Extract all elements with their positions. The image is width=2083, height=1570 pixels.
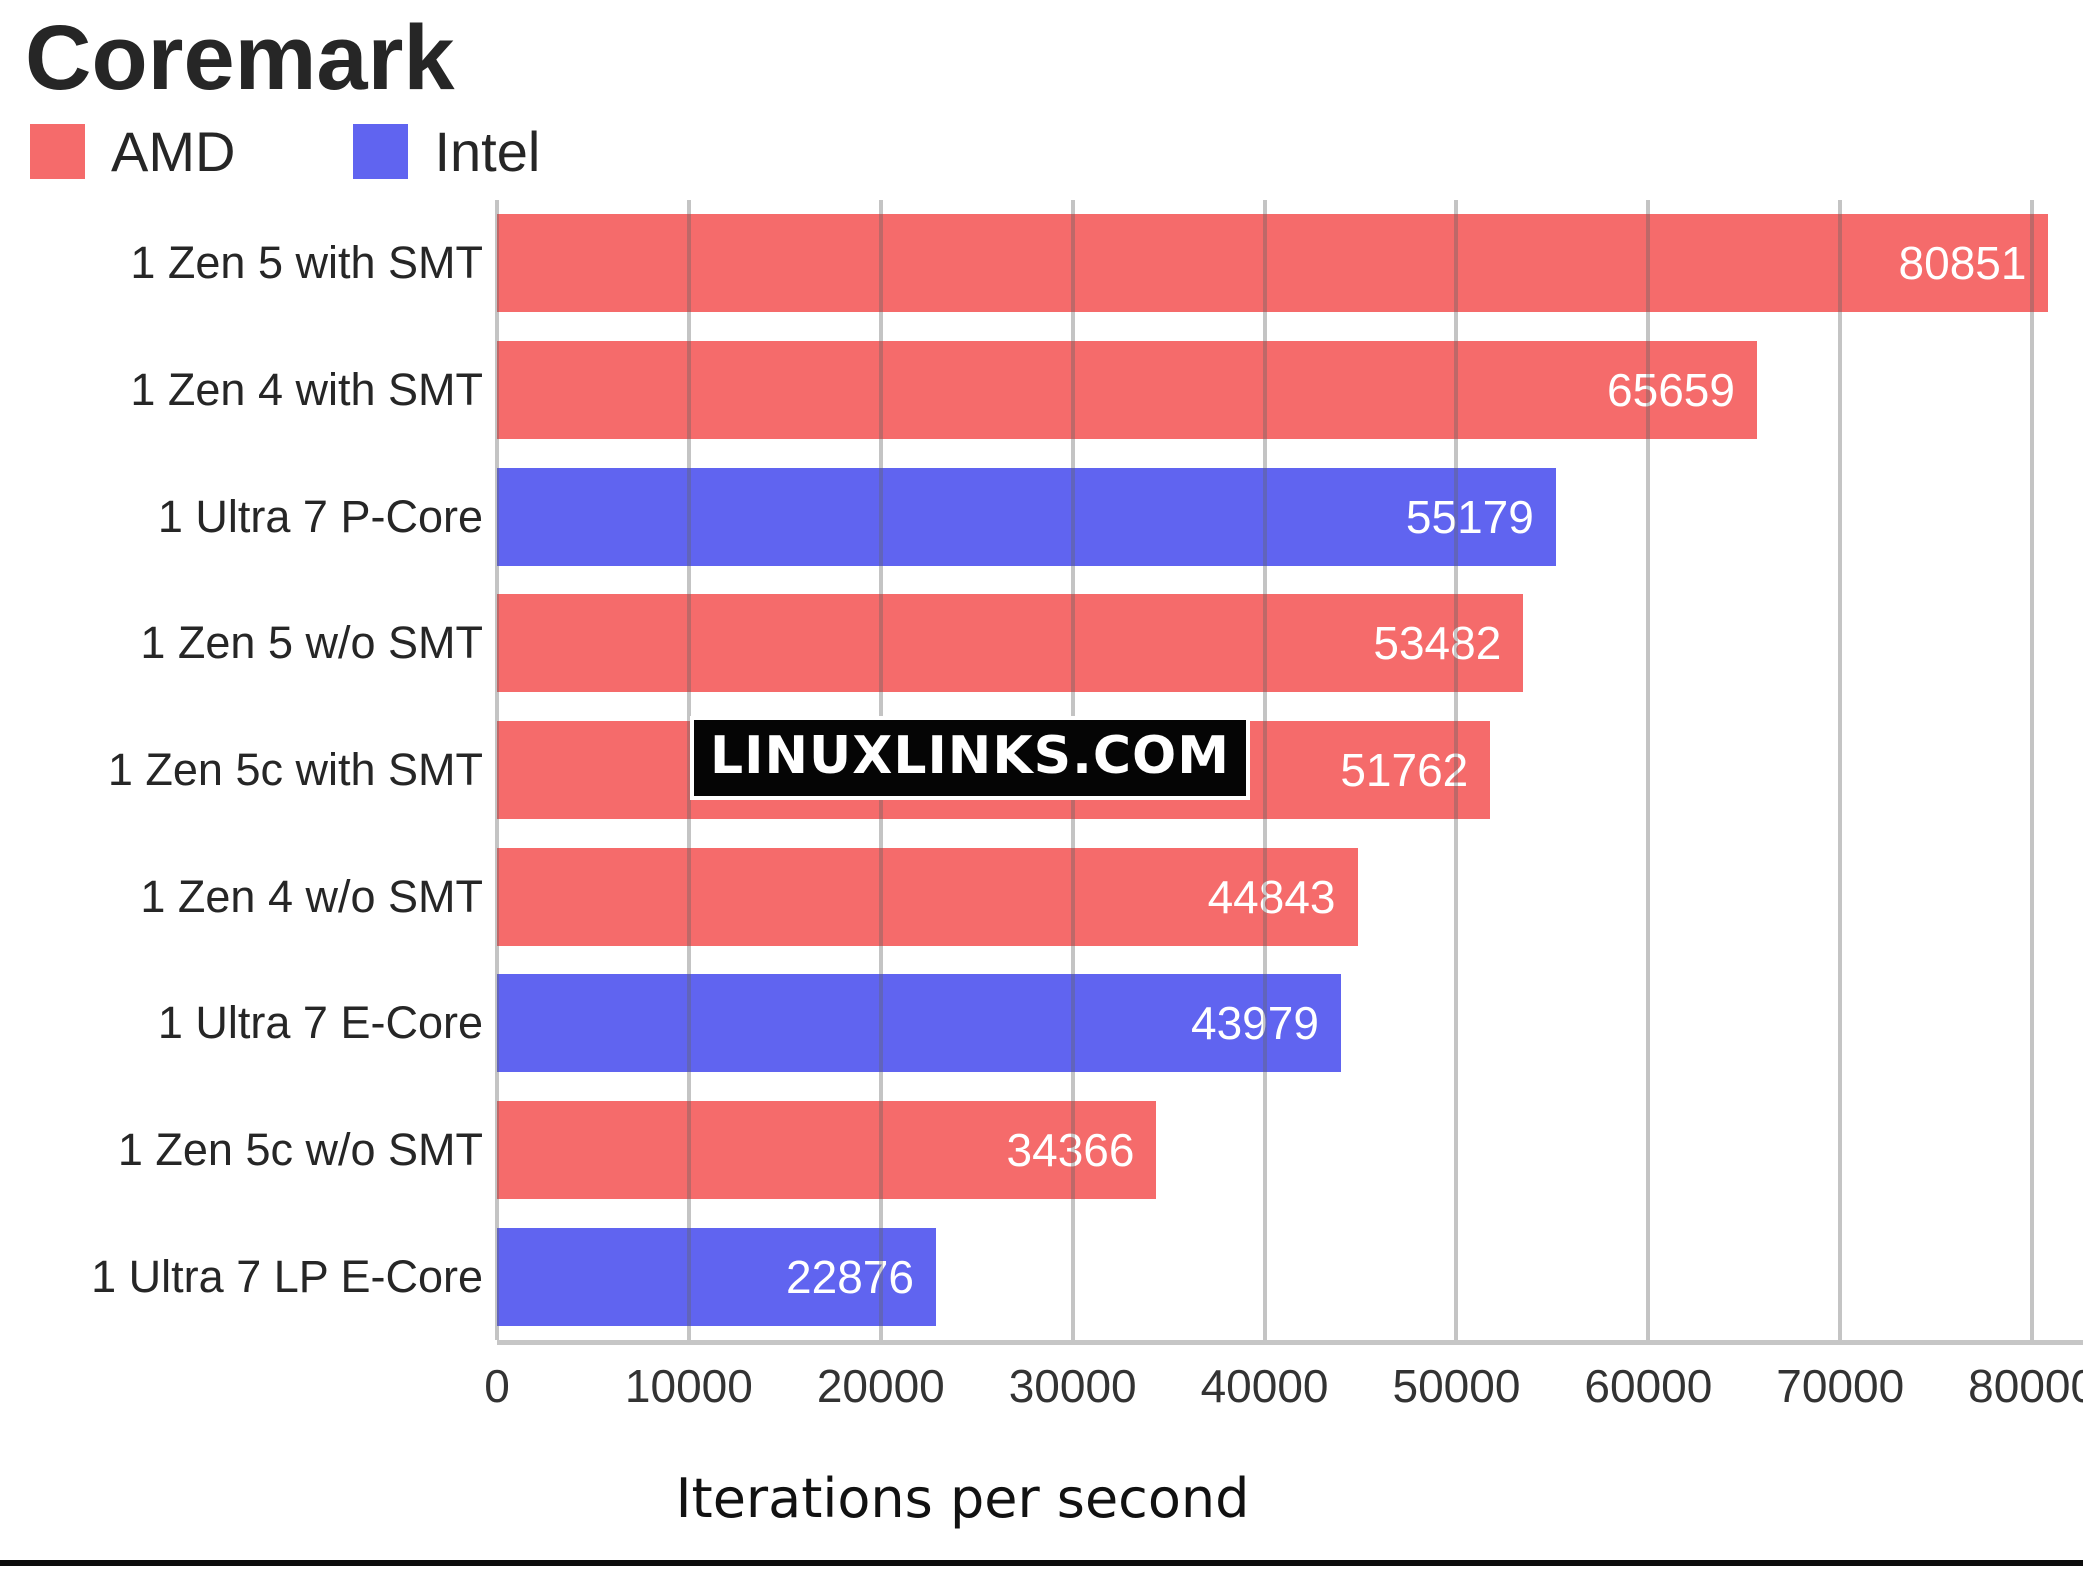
chart-title: Coremark <box>25 7 455 109</box>
intel-color-swatch <box>353 123 409 179</box>
bar: 34366 <box>497 1101 1157 1200</box>
category-label: 1 Zen 5 w/o SMT <box>140 617 483 669</box>
category-label: 1 Zen 4 w/o SMT <box>140 870 483 922</box>
bar-row: 1 Ultra 7 E-Core 43979 <box>0 960 2083 1087</box>
legend-label-amd: AMD <box>111 119 236 183</box>
tick-label-50000: 50000 <box>1392 1360 1521 1412</box>
bar-track: 44843 <box>497 847 2083 946</box>
bar-track: 43979 <box>497 974 2083 1073</box>
bar-row: 1 Ultra 7 LP E-Core 22876 <box>0 1213 2083 1340</box>
category-label: 1 Zen 5c with SMT <box>107 744 483 796</box>
tick-label-70000: 70000 <box>1776 1360 1905 1412</box>
bar-value-label: 53482 <box>1373 617 1502 670</box>
coremark-benchmark-page: Coremark AMD Intel 1 Zen 5 with SMT 8085… <box>0 12 2083 1570</box>
bar-value-label: 22876 <box>786 1250 914 1303</box>
bar-row: 1 Zen 4 with SMT 65659 <box>0 327 2083 454</box>
bar-track: 65659 <box>497 341 2083 439</box>
legend-label-intel: Intel <box>434 119 541 183</box>
category-label: 1 Ultra 7 E-Core <box>157 997 483 1049</box>
bar-row: 1 Zen 5 w/o SMT 53482 <box>0 580 2083 707</box>
category-label: 1 Ultra 7 LP E-Core <box>91 1250 483 1302</box>
bar-row: 1 Zen 5c w/o SMT 34366 <box>0 1087 2083 1214</box>
bar-value-label: 55179 <box>1405 490 1534 543</box>
bar: 22876 <box>497 1227 936 1326</box>
bar-value-label: 43979 <box>1191 997 1319 1050</box>
tick-label-20000: 20000 <box>816 1360 945 1412</box>
watermark: LINUXLINKS.COM <box>690 716 1250 800</box>
bar: 80851 <box>497 214 2049 313</box>
legend: AMD Intel <box>30 120 2083 183</box>
tick-label-60000: 60000 <box>1584 1360 1713 1412</box>
bar: 53482 <box>497 594 1524 693</box>
x-axis-line <box>497 1340 2083 1345</box>
tick-label-40000: 40000 <box>1200 1360 1329 1412</box>
bar-rows: 1 Zen 5 with SMT 80851 1 Zen 4 with SMT … <box>0 200 2083 1340</box>
bar-track: 55179 <box>497 467 2083 566</box>
bar: 44843 <box>497 847 1358 946</box>
x-axis-title-wrap: Iterations per second <box>0 1467 2083 1530</box>
x-axis-title: Iterations per second <box>675 1467 1250 1530</box>
tick-label-10000: 10000 <box>624 1360 753 1412</box>
bar: 43979 <box>497 974 1341 1073</box>
x-axis-tick-labels: 0 10000 20000 30000 40000 50000 60000 70000 8000… <box>484 1359 2083 1421</box>
category-label: 1 Zen 5 with SMT <box>130 237 483 289</box>
amd-color-swatch <box>30 123 85 179</box>
category-label: 1 Ultra 7 P-Core <box>157 490 483 542</box>
bar-track: 53482 <box>497 594 2083 693</box>
bottom-border <box>0 1560 2083 1566</box>
bar-value-label: 51762 <box>1340 744 1469 797</box>
tick-label-0: 0 <box>484 1360 510 1412</box>
bar-row: 1 Ultra 7 P-Core 55179 <box>0 453 2083 580</box>
bar-track: 22876 <box>497 1227 2083 1326</box>
bar-value-label: 65659 <box>1607 364 1735 416</box>
bar-track: 34366 <box>497 1101 2083 1200</box>
bar: 65659 <box>497 341 1757 439</box>
bar-track: 80851 <box>497 214 2083 313</box>
tick-label-30000: 30000 <box>1008 1360 1137 1412</box>
category-label: 1 Zen 4 with SMT <box>130 364 483 415</box>
tick-label-80000: 80000 <box>1968 1360 2083 1412</box>
category-label: 1 Zen 5c w/o SMT <box>117 1124 483 1176</box>
legend-item-amd: AMD <box>30 119 235 184</box>
bar-chart: 1 Zen 5 with SMT 80851 1 Zen 4 with SMT … <box>0 200 2083 1340</box>
bar: 55179 <box>497 467 1556 566</box>
legend-item-intel: Intel <box>353 119 540 184</box>
bar-row: 1 Zen 4 w/o SMT 44843 <box>0 833 2083 960</box>
bar-row: 1 Zen 5 with SMT 80851 <box>0 200 2083 327</box>
bar-value-label: 34366 <box>1006 1124 1135 1177</box>
bar-value-label: 44843 <box>1207 870 1336 923</box>
bar-value-label: 80851 <box>1898 237 2027 290</box>
